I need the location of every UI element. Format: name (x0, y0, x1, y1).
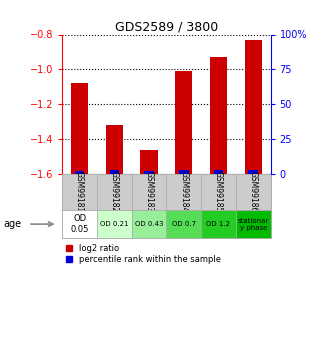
Title: GDS2589 / 3800: GDS2589 / 3800 (115, 20, 218, 33)
Bar (97, 174, 132, 210)
Bar (132, 210, 166, 238)
Bar (106, 125, 123, 174)
Bar (144, 171, 154, 174)
Bar (75, 171, 84, 174)
Bar (140, 149, 158, 174)
Bar (214, 170, 223, 174)
Bar (210, 57, 227, 174)
Bar (166, 210, 201, 238)
Text: OD 0.21: OD 0.21 (100, 221, 128, 227)
Bar (201, 210, 236, 238)
Text: OD 0.43: OD 0.43 (135, 221, 163, 227)
Bar (62, 174, 97, 210)
Bar (166, 174, 201, 210)
Text: GSM99183: GSM99183 (145, 171, 154, 213)
Text: GSM99182: GSM99182 (110, 171, 119, 213)
Text: age: age (3, 219, 21, 229)
Legend: log2 ratio, percentile rank within the sample: log2 ratio, percentile rank within the s… (66, 244, 221, 264)
Bar (71, 83, 88, 174)
Text: stationar
y phase: stationar y phase (238, 218, 269, 230)
Text: GSM99181: GSM99181 (75, 171, 84, 213)
Text: GSM99184: GSM99184 (179, 171, 188, 213)
Text: OD 0.7: OD 0.7 (172, 221, 196, 227)
Bar (175, 71, 193, 174)
Bar (236, 174, 271, 210)
Bar (62, 210, 97, 238)
Bar (248, 170, 258, 174)
Bar (201, 174, 236, 210)
Bar (236, 210, 271, 238)
Bar (97, 210, 132, 238)
Bar (109, 170, 119, 174)
Bar (244, 40, 262, 174)
Text: OD
0.05: OD 0.05 (70, 214, 89, 234)
Text: GSM99185: GSM99185 (214, 171, 223, 213)
Bar (179, 170, 188, 174)
Text: GSM99186: GSM99186 (249, 171, 258, 213)
Bar (132, 174, 166, 210)
Text: OD 1.2: OD 1.2 (207, 221, 230, 227)
